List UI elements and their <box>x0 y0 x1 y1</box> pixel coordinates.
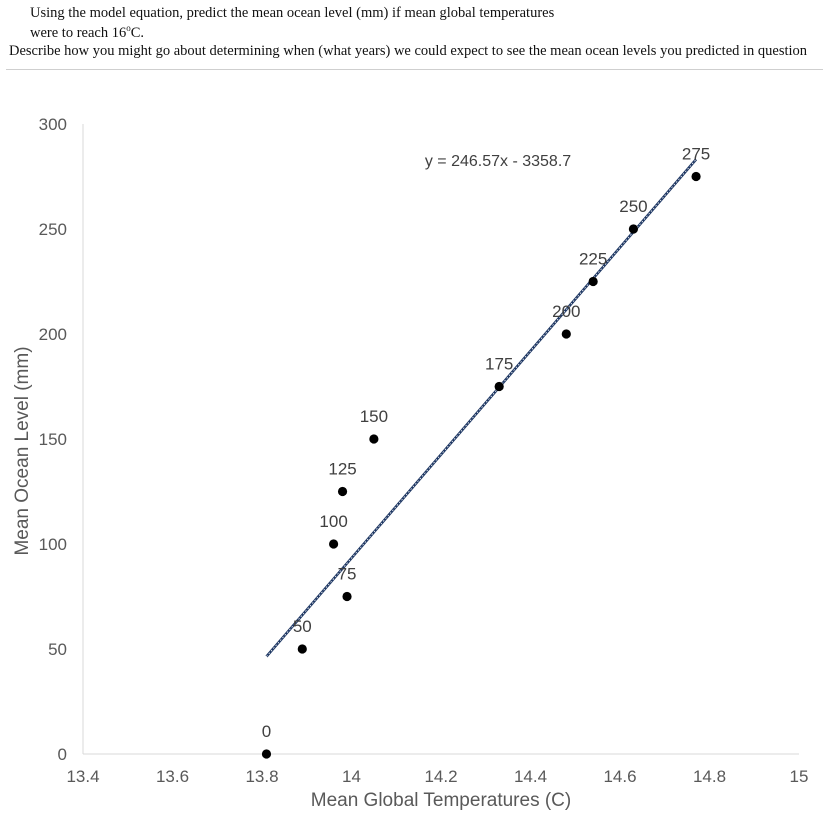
data-label: 150 <box>360 407 388 426</box>
y-tick-label: 300 <box>39 115 67 134</box>
x-tick-label: 14.2 <box>424 767 457 786</box>
y-axis-title: Mean Ocean Level (mm) <box>12 346 33 555</box>
y-tick-labels: 0 50 100 150 200 250 300 <box>39 115 67 764</box>
data-point <box>588 276 598 287</box>
data-point <box>329 539 339 549</box>
y-tick-label: 150 <box>39 430 67 449</box>
data-point <box>261 749 272 759</box>
data-label: 50 <box>293 617 312 636</box>
data-label: 200 <box>552 302 580 321</box>
x-axis-title: Mean Global Temperatures (C) <box>311 790 571 811</box>
data-point <box>337 486 348 497</box>
x-tick-label: 13.6 <box>156 767 189 786</box>
data-point <box>342 591 352 602</box>
trendline-dots <box>266 159 697 657</box>
data-point <box>494 381 504 392</box>
y-tick-label: 250 <box>39 220 67 239</box>
trendline-equation: y = 246.57x - 3358.7 <box>425 153 571 170</box>
x-tick-label: 14.4 <box>514 767 547 786</box>
data-label: 175 <box>485 355 513 374</box>
data-label: 100 <box>319 512 347 531</box>
axes <box>82 124 799 755</box>
x-tick-label: 13.8 <box>245 767 278 786</box>
x-tick-labels: 13.4 13.6 13.8 14 14.2 14.4 14.6 14.8 15 <box>66 767 808 786</box>
y-tick-label: 50 <box>48 640 67 659</box>
y-tick-label: 100 <box>39 535 67 554</box>
data-point <box>561 329 571 339</box>
x-tick-label: 15 <box>790 767 809 786</box>
data-points <box>261 171 701 759</box>
trendline-group <box>265 158 698 658</box>
question-line-3: Describe how you might go about determin… <box>9 43 808 59</box>
data-label: 225 <box>579 250 607 269</box>
divider <box>6 69 823 70</box>
data-labels: 0 50 75 100 125 150 175 200 225 250 275 <box>262 145 711 742</box>
x-tick-label: 14.6 <box>603 767 636 786</box>
data-point <box>369 434 379 444</box>
data-label: 75 <box>338 565 357 584</box>
data-label: 275 <box>682 145 710 164</box>
data-point <box>628 224 639 234</box>
data-label: 0 <box>262 722 271 741</box>
question-line-2: were to reach 16oC. <box>30 23 144 42</box>
degree-superscript: o <box>126 23 131 33</box>
y-tick-label: 0 <box>58 745 67 764</box>
x-tick-label: 14.8 <box>693 767 726 786</box>
question-line-2-unit: C. <box>130 24 145 41</box>
x-tick-label: 13.4 <box>66 767 99 786</box>
x-tick-label: 14 <box>342 767 361 786</box>
question-line-2-text: were to reach 16 <box>30 24 127 41</box>
data-label: 125 <box>328 460 356 479</box>
y-tick-label: 200 <box>39 325 67 344</box>
question-line-1: Using the model equation, predict the me… <box>30 5 555 21</box>
data-point <box>691 171 701 182</box>
data-label: 250 <box>619 197 647 216</box>
data-point <box>297 644 307 654</box>
